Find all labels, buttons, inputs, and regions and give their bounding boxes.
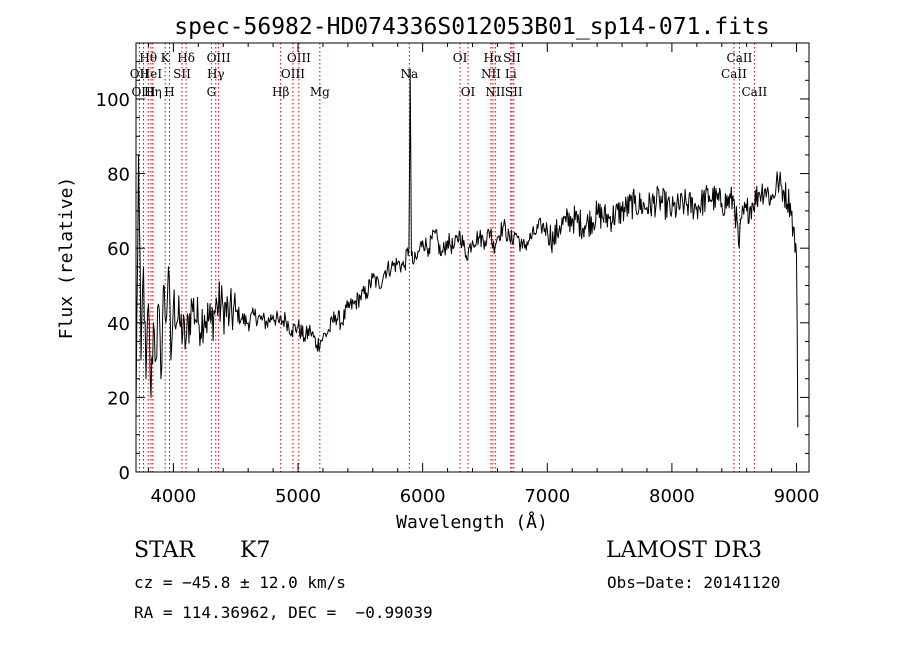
spectral-line-label: Hη <box>144 85 162 99</box>
spectral-line-label: Hγ <box>207 67 225 81</box>
x-tick-label: 8000 <box>649 486 695 507</box>
spectral-line-label: OI <box>453 51 468 65</box>
y-axis-label: Flux (relative) <box>56 177 77 340</box>
y-tick-label: 60 <box>107 239 130 260</box>
spectral-line-label: Hθ <box>139 51 157 65</box>
y-tick-label: 0 <box>119 463 130 484</box>
spectral-line-label: Na <box>400 67 418 81</box>
spectral-line-label: Mg <box>310 85 330 99</box>
x-tick-label: 9000 <box>774 486 820 507</box>
y-tick-label: 20 <box>107 388 130 409</box>
plot-frame <box>135 42 810 473</box>
y-tick-label: 40 <box>107 314 130 335</box>
y-tick-label: 80 <box>107 165 130 186</box>
spectral-line-label: SII <box>503 51 521 65</box>
spectral-line-label: SII <box>505 85 523 99</box>
spectral-line-label: OIII <box>207 51 231 65</box>
spectral-line-label: K <box>161 51 171 65</box>
coordinates: RA = 114.36962, DEC = −0.99039 <box>134 603 433 622</box>
y-tick-label: 100 <box>96 90 130 111</box>
spectral-line-label: H <box>164 85 174 99</box>
spectral-line-label: Li <box>505 67 517 81</box>
object-subclass: K7 <box>240 538 271 563</box>
spectral-line-label: G <box>207 85 217 99</box>
redshift-readout: cz = −45.8 ± 12.0 km/s <box>134 573 346 592</box>
spectral-line-label: NII <box>485 85 505 99</box>
spectrum-series-line <box>135 68 799 428</box>
spectral-line-label: HeI <box>140 67 163 81</box>
spectral-line-label: Hδ <box>177 51 195 65</box>
spectral-line-label: CaII <box>721 67 747 81</box>
spectral-line-label: OIII <box>287 51 311 65</box>
x-tick-label: 6000 <box>400 486 446 507</box>
x-tick-label: 4000 <box>150 486 196 507</box>
spectral-line-label: Hβ <box>272 85 289 99</box>
x-tick-label: 5000 <box>275 486 321 507</box>
spectral-line-label: OII <box>130 67 150 81</box>
survey-name: LAMOST DR3 <box>606 538 762 563</box>
spectral-line-label: CaII <box>741 85 767 99</box>
spectral-line-label: NII <box>481 67 501 81</box>
spectral-line-label: SII <box>173 67 191 81</box>
spectral-line-label: Hα <box>484 51 503 65</box>
spectral-line-label: OIII <box>281 67 305 81</box>
object-class: STAR <box>134 538 195 563</box>
spectral-line-label: OI <box>461 85 476 99</box>
spectral-line-label: OIII <box>131 85 155 99</box>
obs-date: Obs−Date: 20141120 <box>607 573 781 592</box>
x-axis-label: Wavelength (Å) <box>396 511 548 533</box>
x-tick-label: 7000 <box>524 486 570 507</box>
spectral-line-label: CaII <box>727 51 753 65</box>
chart-title: spec-56982-HD074336S012053B01_sp14-071.f… <box>174 14 769 40</box>
